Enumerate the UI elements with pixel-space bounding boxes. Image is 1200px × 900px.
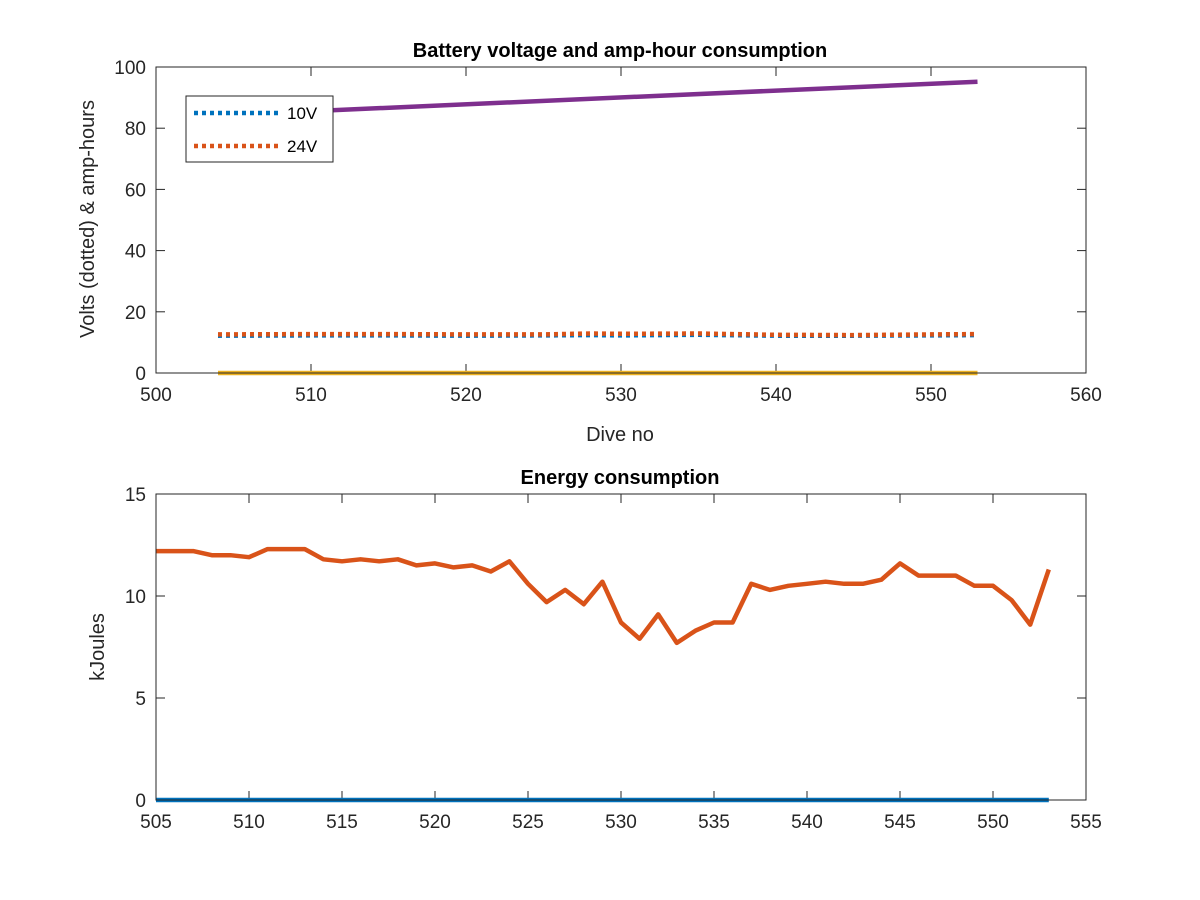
energy-x-tick-label: 515 (326, 812, 358, 833)
energy-y-tick-label: 0 (135, 791, 146, 812)
energy-chart-series (156, 546, 1051, 803)
energy-x-tick-label: 530 (605, 812, 637, 833)
battery-y-tick-label: 0 (135, 364, 146, 385)
legend-box (185, 95, 334, 163)
battery-x-tick-label: 540 (760, 385, 792, 406)
battery-x-tick-label: 560 (1070, 385, 1102, 406)
battery-chart-legend: 10V 24V (185, 95, 334, 163)
energy-x-tick-label: 540 (791, 812, 823, 833)
energy-x-tick-label: 550 (977, 812, 1009, 833)
battery-series-24v-line (217, 331, 978, 338)
battery-chart-axes-box (155, 66, 1087, 374)
battery-chart-title: Battery voltage and amp-hour consumption (413, 40, 827, 62)
battery-x-tick-label: 530 (605, 385, 637, 406)
energy-x-tick-label: 505 (140, 812, 172, 833)
battery-x-tick-label: 500 (140, 385, 172, 406)
energy-chart-axes-box (155, 493, 1087, 801)
energy-chart-ylabel: kJoules (87, 613, 109, 681)
energy-x-tick-label: 520 (419, 812, 451, 833)
battery-chart-ticks: 500 510 520 530 540 550 560 0 20 40 60 80 100 (114, 58, 1102, 406)
energy-consumption-plot: Energy consumption kJoules 505 510 515 520 5… (87, 467, 1102, 833)
energy-y-tick-label: 5 (135, 689, 146, 710)
battery-x-tick-label: 550 (915, 385, 947, 406)
battery-y-tick-label: 60 (125, 180, 146, 201)
battery-chart-xlabel: Dive no (586, 424, 654, 446)
battery-y-tick-label: 80 (125, 119, 146, 140)
battery-x-tick-label: 510 (295, 385, 327, 406)
legend-label-10v: 10V (287, 104, 318, 123)
energy-x-tick-label: 510 (233, 812, 265, 833)
energy-x-tick-label: 525 (512, 812, 544, 833)
energy-series-2-line (156, 546, 1051, 646)
battery-voltage-plot: Battery voltage and amp-hour consumption… (77, 40, 1102, 446)
battery-y-tick-label: 40 (125, 242, 146, 263)
battery-series-4-line (217, 79, 978, 118)
energy-x-tick-label: 535 (698, 812, 730, 833)
legend-label-24v: 24V (287, 137, 318, 156)
battery-y-tick-label: 20 (125, 303, 146, 324)
energy-chart-title: Energy consumption (521, 467, 720, 489)
battery-chart-ylabel: Volts (dotted) & amp-hours (77, 100, 99, 338)
battery-y-tick-label: 100 (114, 58, 146, 79)
energy-y-tick-label: 15 (125, 485, 146, 506)
energy-x-tick-label: 545 (884, 812, 916, 833)
battery-x-tick-label: 520 (450, 385, 482, 406)
energy-x-tick-label: 555 (1070, 812, 1102, 833)
energy-y-tick-label: 10 (125, 587, 146, 608)
